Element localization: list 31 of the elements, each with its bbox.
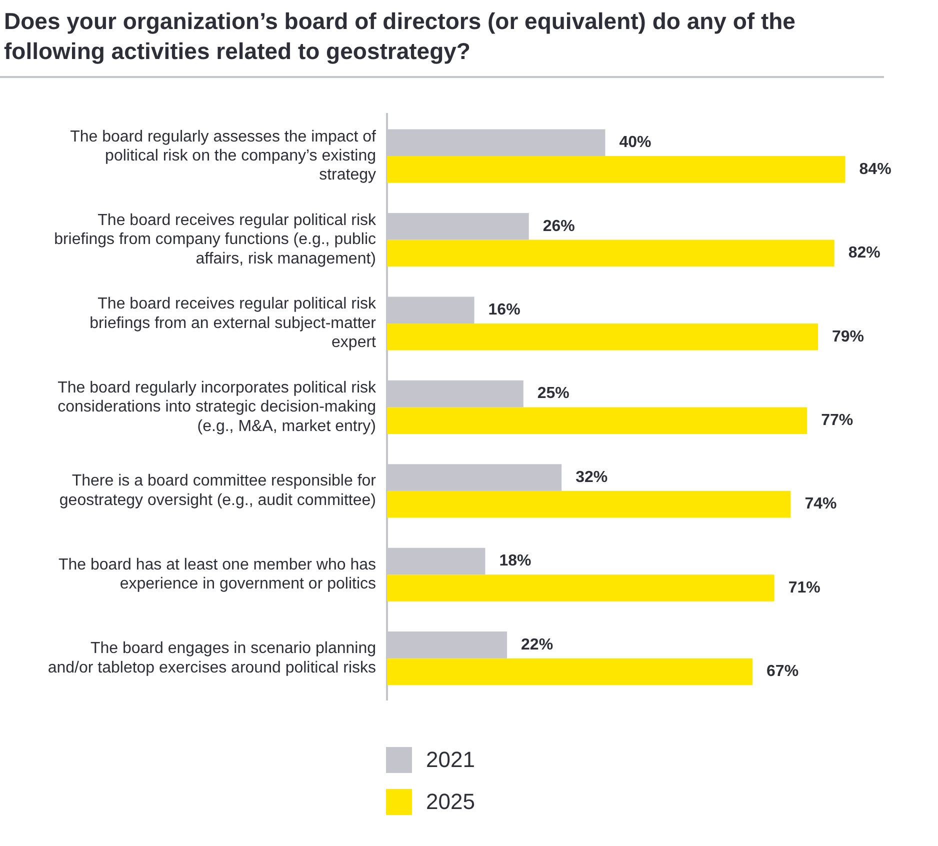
legend-label: 2025 (426, 789, 475, 815)
data-label: 16% (488, 302, 520, 318)
data-label: 22% (521, 636, 554, 654)
bar (387, 407, 808, 434)
y-tick-label: The board receives regular political risk briefings from company functions (e.g., public affairs, risk management) (54, 212, 377, 268)
data-label: 32% (576, 468, 608, 486)
y-tick-label: There is a board committee responsible for geostrategy oversight (e.g., audit committee) (59, 472, 377, 509)
y-tick-label: The board regularly assesses the impact of political risk on the company’s existing strategy (70, 128, 377, 184)
y-tick-label: The board engages in scenario planning and/or tabletop exercises around political risks (48, 640, 376, 676)
data-label: 74% (804, 496, 837, 513)
data-label: 26% (542, 218, 575, 235)
y-tick-label: The board regularly incorporates political risk considerations into strategic decision-making (e.g., M&A, market entry) (58, 379, 377, 435)
y-tick-label: The board has at least one member who has experience in government or politics (58, 556, 376, 593)
data-label: 84% (859, 160, 892, 178)
data-label: 71% (788, 579, 820, 596)
data-label: 77% (821, 412, 854, 429)
y-tick-label: The board receives regular political risk briefings from an external subject-matter expert (90, 296, 377, 352)
bar (387, 490, 791, 518)
data-label: 82% (848, 244, 880, 262)
data-label: 79% (832, 328, 864, 346)
data-label: 25% (537, 385, 570, 402)
chart-title: Does your organization’s board of directors (or equivalent) do any of the following activities related to geostrategy? (0, 0, 884, 78)
data-label: 67% (766, 663, 799, 680)
data-label: 18% (499, 552, 532, 570)
bar (387, 156, 846, 183)
legend-label: 2021 (426, 747, 475, 773)
data-label: 40% (619, 134, 652, 152)
bar (387, 240, 834, 267)
bar (387, 323, 818, 350)
bar (387, 574, 774, 602)
bar (387, 658, 753, 686)
